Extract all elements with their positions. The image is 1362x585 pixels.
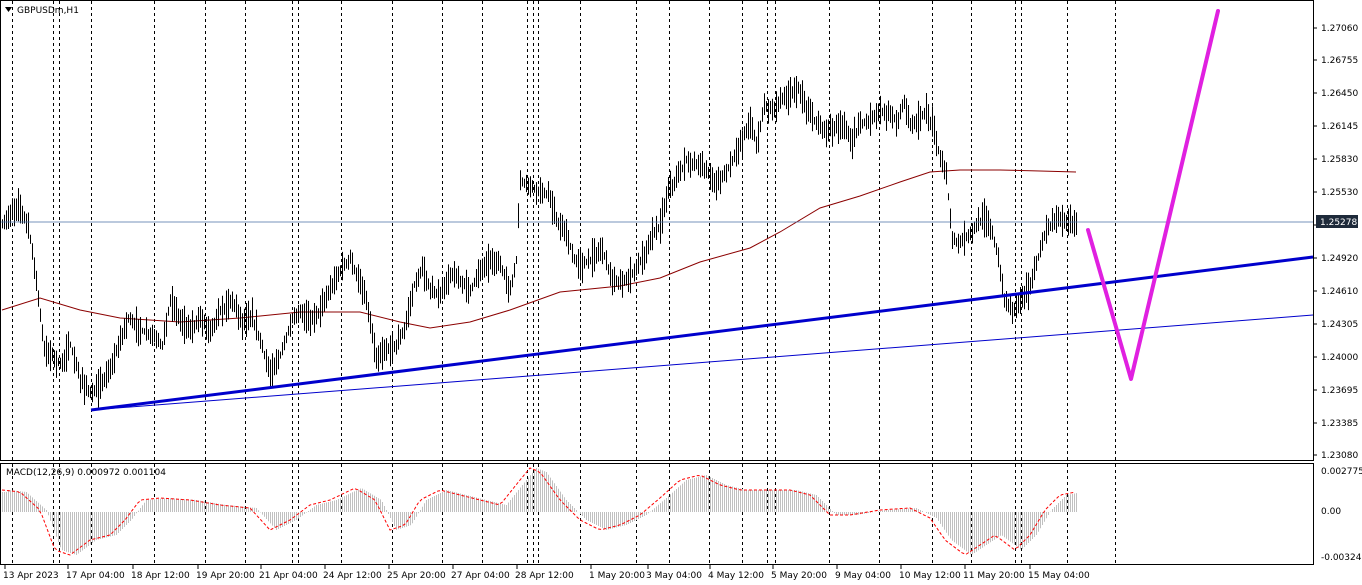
symbol-label: GBPUSDm,H1 xyxy=(17,6,79,16)
price-candles[interactable] xyxy=(2,76,1077,408)
price-axis-label: 1.24610 xyxy=(1321,287,1358,297)
time-axis-label: 27 Apr 04:00 xyxy=(451,571,510,581)
price-axis-label: 1.25530 xyxy=(1321,188,1358,198)
time-axis-label: 18 Apr 12:00 xyxy=(131,571,190,581)
price-axis-label: 1.26755 xyxy=(1321,56,1358,66)
price-axis-label: 1.26145 xyxy=(1321,122,1358,132)
macd-axis-label: 0.00 xyxy=(1321,507,1341,517)
macd-axis[interactable]: 0.002775 0.00 -0.003245 xyxy=(1321,467,1362,563)
price-axis-label: 1.23385 xyxy=(1321,419,1358,429)
price-axis[interactable]: 1.27060 1.26755 1.26450 1.26145 1.25830 1.255… xyxy=(1313,24,1358,461)
current-price-label: 1.25278 xyxy=(1320,218,1357,228)
price-axis-label: 1.24000 xyxy=(1321,353,1358,363)
price-axis-label: 1.23080 xyxy=(1321,451,1358,461)
time-axis-label: 24 Apr 12:00 xyxy=(323,571,382,581)
time-axis-label: 9 May 04:00 xyxy=(835,571,891,581)
price-axis-label: 1.26450 xyxy=(1321,89,1358,99)
time-axis-label: 15 May 04:00 xyxy=(1028,571,1090,581)
trendline-thick[interactable] xyxy=(90,255,1314,412)
forecast-zigzag[interactable] xyxy=(1086,9,1220,381)
triangle-down-icon[interactable] xyxy=(5,7,12,12)
time-axis-label: 5 May 20:00 xyxy=(771,571,827,581)
macd-panel[interactable] xyxy=(0,463,1314,565)
price-axis-label: 1.24920 xyxy=(1321,254,1358,264)
price-axis-label: 1.23695 xyxy=(1321,386,1358,396)
time-axis-label: 25 Apr 20:00 xyxy=(387,571,446,581)
macd-axis-label: 0.002775 xyxy=(1321,467,1362,477)
time-axis-label: 19 Apr 20:00 xyxy=(196,571,255,581)
period-separators xyxy=(12,1,1116,564)
time-axis-label: 21 Apr 04:00 xyxy=(259,571,318,581)
price-axis-label: 1.27060 xyxy=(1321,24,1358,34)
trendline-thin[interactable] xyxy=(90,314,1314,411)
current-price-tag: 1.25278 xyxy=(1316,215,1358,228)
price-axis-label: 1.25830 xyxy=(1321,155,1358,165)
macd-label: MACD(12,26,9) 0.000972 0.001104 xyxy=(6,468,166,478)
time-axis-label: 3 May 04:00 xyxy=(646,571,702,581)
macd-histogram xyxy=(2,468,1077,555)
time-axis-label: 28 Apr 12:00 xyxy=(515,571,574,581)
time-axis-label: 13 Apr 2023 xyxy=(3,571,59,581)
time-axis[interactable]: 13 Apr 2023 17 Apr 04:00 18 Apr 12:00 19 Ap… xyxy=(3,565,1090,581)
macd-signal-line xyxy=(1,467,1075,556)
time-axis-label: 1 May 20:00 xyxy=(589,571,645,581)
time-axis-label: 11 May 20:00 xyxy=(963,571,1025,581)
macd-axis-label: -0.003245 xyxy=(1321,553,1362,563)
price-axis-label: 1.24305 xyxy=(1321,320,1358,330)
time-axis-label: 4 May 12:00 xyxy=(708,571,764,581)
time-axis-label: 10 May 12:00 xyxy=(899,571,961,581)
time-axis-label: 17 Apr 04:00 xyxy=(66,571,125,581)
